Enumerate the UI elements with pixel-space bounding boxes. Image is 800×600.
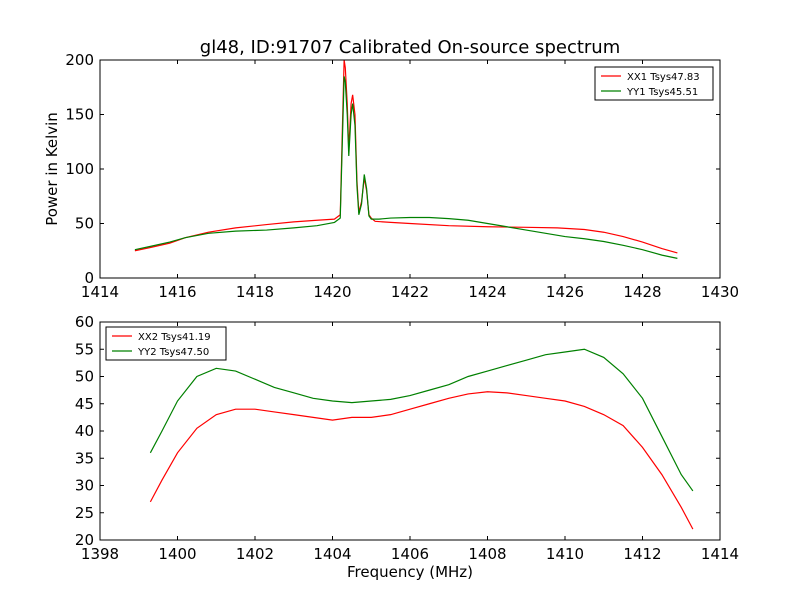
- y-tick-label: 30: [75, 477, 94, 495]
- y-tick-label: 60: [75, 313, 94, 331]
- x-tick-label: 1402: [236, 545, 274, 563]
- legend: XX2 Tsys41.19 YY2 Tsys47.50: [105, 326, 227, 361]
- y-tick-label: 35: [75, 449, 94, 467]
- series-line-2: [134, 76, 678, 259]
- legend-box: [105, 326, 227, 361]
- legend-box: [594, 66, 714, 101]
- x-tick-label: 1398: [81, 545, 119, 563]
- series-line-2: [149, 348, 694, 492]
- y-axis-label: Power in Kelvin: [43, 112, 61, 226]
- legend-label: XX1 Tsys47.83: [627, 72, 700, 83]
- plot-1: 1414 1416 1418 1420 1422 1424 1426 1428 1430 0 50 1…: [43, 51, 739, 301]
- plot-2: 1398 1400 1402 1404 1406 1408 1410 1412 1414 20 25…: [75, 313, 739, 581]
- x-tick-label: 1422: [391, 283, 429, 301]
- y-tick-label: 55: [75, 340, 94, 358]
- y-tick-label: 20: [75, 531, 94, 549]
- y-tick-label: 50: [75, 368, 94, 386]
- y-tick-label: 50: [75, 215, 94, 233]
- x-tick-label: 1424: [468, 283, 506, 301]
- x-tick-label: 1426: [546, 283, 584, 301]
- y-tick-label: 40: [75, 422, 94, 440]
- x-tick-label: 1428: [623, 283, 661, 301]
- x-tick-label: 1418: [236, 283, 274, 301]
- x-tick-label: 1408: [468, 545, 506, 563]
- legend: XX1 Tsys47.83 YY1 Tsys45.51: [594, 66, 714, 101]
- y-tick-label: 25: [75, 504, 94, 522]
- x-tick-label: 1416: [158, 283, 196, 301]
- y-tick-label: 45: [75, 395, 94, 413]
- legend-label: YY1 Tsys45.51: [626, 87, 698, 98]
- y-tick-label: 100: [65, 160, 94, 178]
- legend-label: YY2 Tsys47.50: [137, 347, 209, 358]
- legend-label: XX2 Tsys41.19: [138, 332, 211, 343]
- x-tick-label: 1430: [701, 283, 739, 301]
- figure-title: gl48, ID:91707 Calibrated On-source spec…: [200, 37, 620, 58]
- x-tick-label: 1400: [158, 545, 196, 563]
- x-tick-label: 1404: [313, 545, 351, 563]
- x-tick-label: 1414: [701, 545, 739, 563]
- x-tick-label: 1414: [81, 283, 119, 301]
- y-tick-label: 200: [65, 51, 94, 69]
- x-tick-label: 1420: [313, 283, 351, 301]
- y-tick-label: 0: [84, 269, 94, 287]
- y-tick-label: 150: [65, 106, 94, 124]
- series-line-1: [149, 391, 694, 530]
- x-tick-label: 1406: [391, 545, 429, 563]
- x-tick-label: 1410: [546, 545, 584, 563]
- x-axis-label: Frequency (MHz): [347, 563, 473, 581]
- x-tick-label: 1412: [623, 545, 661, 563]
